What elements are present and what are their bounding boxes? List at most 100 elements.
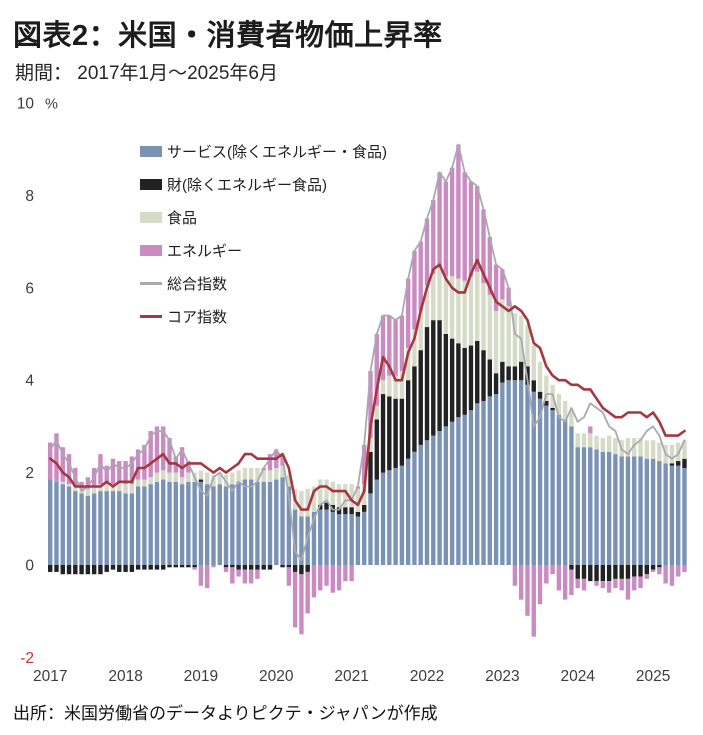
bar-segment-goods xyxy=(374,419,379,480)
y-tick-label: 8 xyxy=(25,188,34,205)
bar-segment-goods xyxy=(355,511,361,517)
bar-segment-goods xyxy=(85,565,91,575)
bar-segment-goods xyxy=(161,565,166,570)
bar-segment-services xyxy=(148,484,153,565)
legend-item-services: サービス(除くエネルギー・食品) xyxy=(140,140,387,162)
bar-segment-food xyxy=(248,467,254,480)
bar-segment-services xyxy=(242,479,248,565)
bar-segment-food xyxy=(205,472,210,485)
bar-segment-food xyxy=(676,442,681,462)
legend-item-food: 食品 xyxy=(140,206,387,228)
bar-segment-energy xyxy=(669,565,675,586)
bar-segment-goods xyxy=(123,565,128,572)
bar-segment-services xyxy=(663,463,668,565)
bar-segment-food xyxy=(60,481,65,485)
bar-segment-food xyxy=(449,276,455,339)
bar-segment-food xyxy=(606,435,612,452)
bar-segment-energy xyxy=(468,181,474,277)
bar-segment-food xyxy=(581,433,587,448)
bar-segment-services xyxy=(682,467,687,565)
bar-segment-food xyxy=(431,273,436,321)
bar-segment-services xyxy=(142,486,147,565)
bar-segment-energy xyxy=(644,574,649,579)
bar-segment-energy xyxy=(393,320,398,376)
bar-segment-food xyxy=(613,437,618,455)
bar-segment-energy xyxy=(462,172,467,281)
bar-segment-services xyxy=(512,380,518,565)
bar-segment-food xyxy=(412,329,417,367)
bar-segment-goods xyxy=(98,565,103,575)
bar-segment-goods xyxy=(167,565,172,568)
bar-segment-services xyxy=(123,493,128,565)
bar-segment-food xyxy=(657,442,662,462)
bar-segment-services xyxy=(644,458,649,565)
bar-segment-services xyxy=(437,431,442,565)
legend-label-services: サービス(除くエネルギー・食品) xyxy=(167,143,387,161)
bar-segment-energy xyxy=(663,565,668,584)
bar-segment-food xyxy=(481,283,486,351)
bar-segment-goods xyxy=(519,361,524,381)
bar-segment-energy xyxy=(104,465,109,485)
bar-segment-services xyxy=(261,481,266,565)
bar-segment-services xyxy=(556,414,562,565)
bar-segment-services xyxy=(399,465,405,565)
bar-segment-services xyxy=(255,481,260,565)
bar-segment-food xyxy=(531,345,536,381)
bar-segment-services xyxy=(575,447,580,565)
bar-segment-food xyxy=(500,299,505,362)
bar-segment-services xyxy=(48,479,53,565)
bar-segment-food xyxy=(217,472,222,485)
bar-segment-goods xyxy=(242,565,248,570)
bar-segment-services xyxy=(519,380,524,565)
bar-segment-goods xyxy=(657,565,662,568)
bar-segment-energy xyxy=(192,567,197,570)
bar-segment-services xyxy=(481,400,486,565)
bar-segment-energy xyxy=(575,578,580,589)
bar-segment-food xyxy=(255,467,260,482)
bar-segment-goods xyxy=(110,565,116,570)
bar-segment-energy xyxy=(650,569,656,572)
bar-segment-services xyxy=(223,486,229,565)
bar-segment-food xyxy=(73,486,78,492)
bar-segment-food xyxy=(525,324,530,367)
bar-segment-energy xyxy=(544,565,549,584)
legend-item-headline: 総合指数 xyxy=(140,272,387,294)
bar-segment-food xyxy=(625,437,631,457)
bar-segment-food xyxy=(198,470,204,480)
bar-segment-goods xyxy=(362,504,367,512)
bar-segment-food xyxy=(456,278,461,344)
bar-segment-energy xyxy=(236,569,241,577)
bar-segment-energy xyxy=(374,334,379,406)
bar-segment-goods xyxy=(575,565,580,579)
legend-item-core: コア指数 xyxy=(140,305,387,327)
bar-segment-energy xyxy=(135,449,141,480)
bar-segment-energy xyxy=(311,565,317,598)
bar-segment-energy xyxy=(205,565,210,589)
bar-segment-energy xyxy=(531,565,536,637)
bar-segment-food xyxy=(399,370,405,399)
bar-segment-food xyxy=(487,294,492,360)
source-note: 出所：米国労働省のデータよりピクテ・ジャパンが作成 xyxy=(13,704,438,723)
bar-segment-energy xyxy=(606,581,612,593)
bar-segment-goods xyxy=(500,361,505,383)
x-tick-label: 2025 xyxy=(636,668,670,685)
bar-segment-energy xyxy=(493,264,499,311)
bar-segment-services xyxy=(280,477,285,565)
bar-segment-services xyxy=(418,444,423,565)
bar-segment-services xyxy=(632,456,637,565)
bar-segment-services xyxy=(468,410,474,565)
legend-label-core: コア指数 xyxy=(167,308,228,326)
bar-segment-food xyxy=(154,472,160,482)
bar-segment-services xyxy=(588,447,593,565)
x-tick-label: 2020 xyxy=(259,668,294,685)
bar-segment-food xyxy=(299,491,304,517)
bar-segment-goods xyxy=(255,565,260,570)
bar-segment-energy xyxy=(569,569,574,596)
bar-segment-services xyxy=(424,440,430,565)
bar-segment-services xyxy=(248,479,254,565)
bar-segment-goods xyxy=(186,565,191,568)
y-tick-label: 2 xyxy=(25,465,34,482)
bar-segment-services xyxy=(205,484,210,565)
bar-segment-services xyxy=(374,479,379,565)
bar-segment-energy xyxy=(600,581,606,589)
